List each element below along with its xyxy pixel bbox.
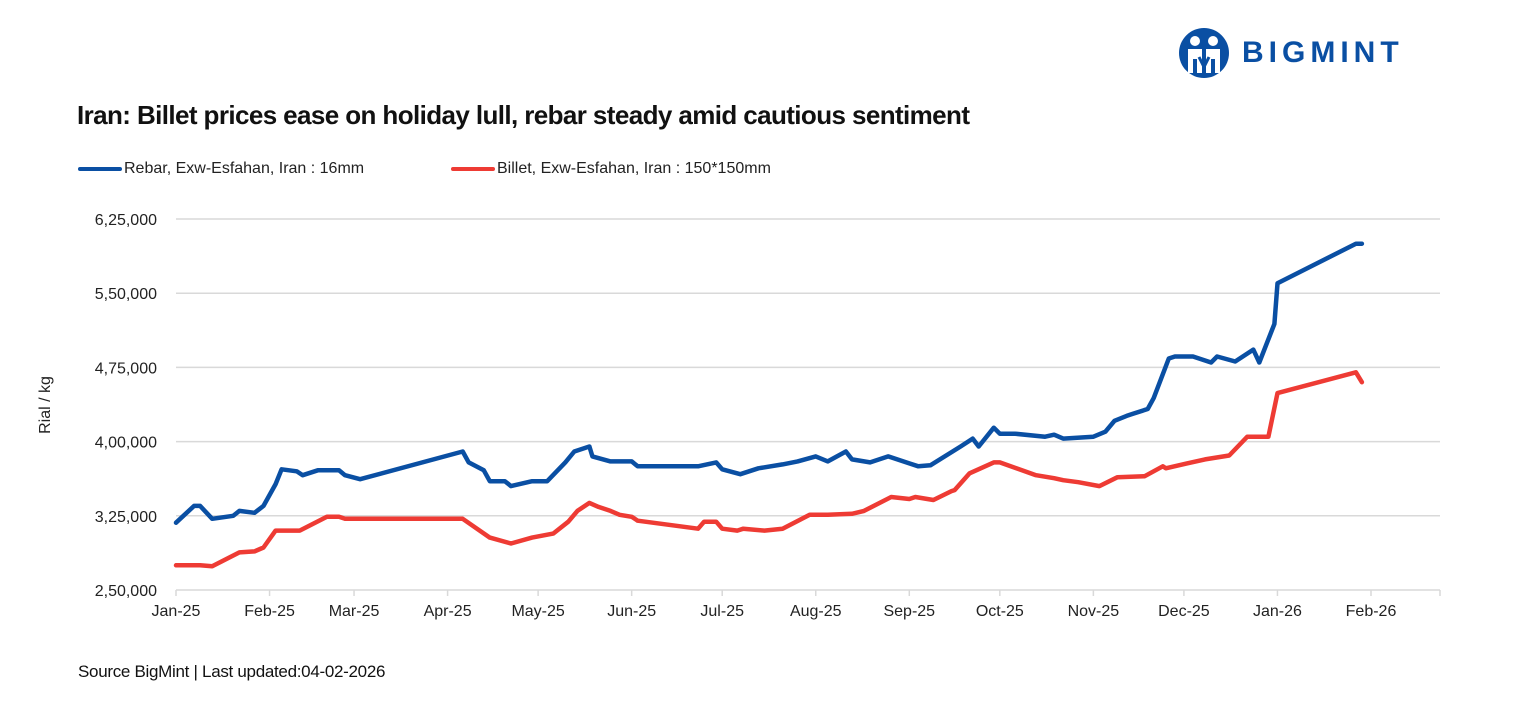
y-tick-label: 4,75,000	[95, 360, 157, 377]
x-tick-label: Feb-25	[244, 603, 295, 620]
legend-label-billet: Billet, Exw-Esfahan, Iran : 150*150mm	[497, 160, 771, 177]
y-axis-label: Rial / kg	[37, 376, 54, 434]
source-note: Source BigMint | Last updated:04-02-2026	[78, 662, 386, 681]
x-tick-label: May-25	[511, 603, 564, 620]
legend-item-rebar: Rebar, Exw-Esfahan, Iran : 16mm	[78, 160, 364, 178]
x-tick-label: Nov-25	[1068, 603, 1120, 620]
y-tick-label: 3,25,000	[95, 509, 157, 526]
y-tick-label: 6,25,000	[95, 212, 157, 229]
x-tick-label: Jul-25	[700, 603, 744, 620]
y-tick-label: 2,50,000	[95, 583, 157, 600]
legend-label-rebar: Rebar, Exw-Esfahan, Iran : 16mm	[124, 160, 365, 177]
bigmint-logo: BIGMINT	[1178, 27, 1404, 79]
x-tick-label: Feb-26	[1346, 603, 1397, 620]
x-tick-label: Apr-25	[424, 603, 472, 620]
legend-swatch-billet	[451, 167, 495, 171]
legend-item-billet: Billet, Exw-Esfahan, Iran : 150*150mm	[451, 160, 771, 178]
x-tick-label: Jan-26	[1253, 603, 1302, 620]
y-tick-label: 5,50,000	[95, 286, 157, 303]
x-tick-label: Aug-25	[790, 603, 842, 620]
x-tick-label: Jun-25	[607, 603, 656, 620]
chart-title: Iran: Billet prices ease on holiday lull…	[77, 100, 970, 130]
x-tick-label: Sep-25	[883, 603, 935, 620]
x-tick-label: Mar-25	[329, 603, 380, 620]
x-tick-label: Jan-25	[152, 603, 201, 620]
billet-series-line	[173, 370, 1365, 569]
x-tick-label: Oct-25	[976, 603, 1024, 620]
y-tick-label: 4,00,000	[95, 435, 157, 452]
bigmint-logo-icon	[1179, 28, 1229, 78]
legend-swatch-rebar	[78, 167, 122, 171]
brand-name: BIGMINT	[1242, 36, 1404, 69]
rebar-series-line	[173, 241, 1365, 525]
x-tick-label: Dec-25	[1158, 603, 1210, 620]
